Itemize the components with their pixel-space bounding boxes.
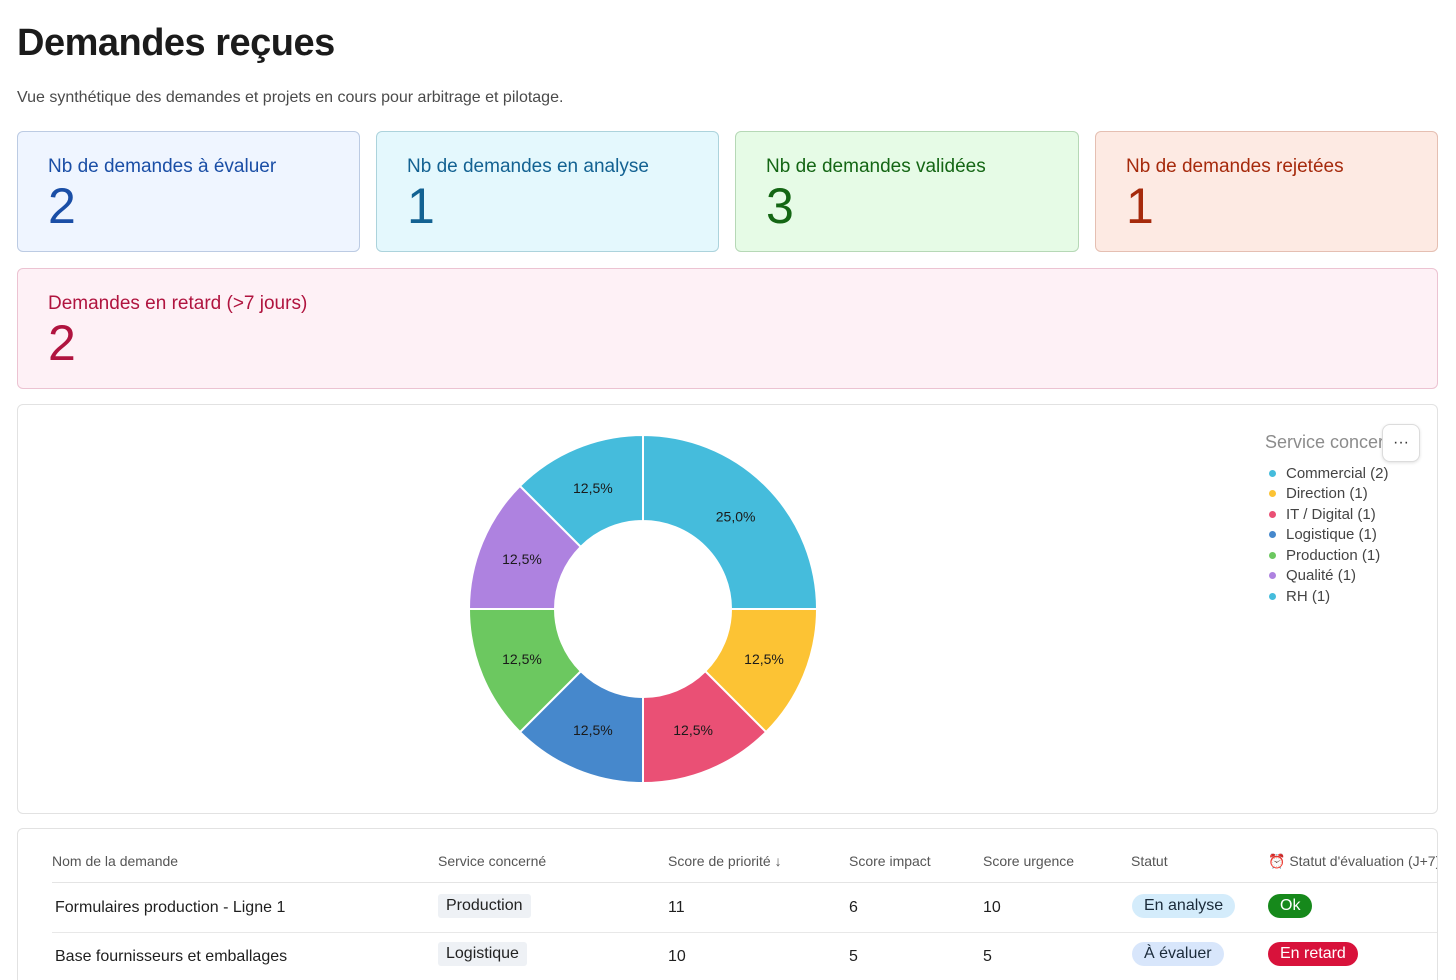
eval-status-badge: Ok: [1268, 894, 1313, 918]
cell-service-tag: Logistique: [438, 942, 527, 966]
column-header-service[interactable]: Service concerné: [438, 853, 547, 869]
legend-item[interactable]: Direction (1): [1269, 484, 1389, 505]
kpi-value: 2: [48, 315, 76, 371]
service-donut-chart-card: 25,0% 12,5% 12,5% 12,5% 12,5% 12,5% 12,5% Serv…: [17, 404, 1438, 814]
legend-dot-icon: [1269, 510, 1276, 518]
kpi-label: Demandes en retard (>7 jours): [48, 293, 308, 314]
kpi-label: Nb de demandes à évaluer: [48, 156, 277, 177]
legend-title: Service concerné: [1265, 432, 1383, 452]
legend-label: Logistique (1): [1286, 526, 1377, 544]
chart-legend: Commercial (2) Direction (1) IT / Digital …: [1269, 463, 1389, 607]
legend-dot-icon: [1269, 490, 1276, 498]
column-header-impact[interactable]: Score impact: [849, 853, 931, 869]
kpi-label: Nb de demandes validées: [766, 156, 986, 177]
legend-item[interactable]: Logistique (1): [1269, 525, 1389, 546]
legend-dot-icon: [1269, 531, 1276, 539]
legend-dot-icon: [1269, 592, 1276, 600]
slice-percent-label: 12,5%: [673, 722, 713, 738]
column-header-statut-evaluation[interactable]: ⏰ Statut d'évaluation (J+7): [1268, 853, 1438, 869]
kpi-card-a-evaluer: Nb de demandes à évaluer 2: [17, 131, 360, 252]
donut-slice-rh[interactable]: [518, 433, 644, 549]
row-divider: [52, 932, 1437, 933]
cell-service-tag: Production: [438, 894, 531, 918]
legend-item[interactable]: IT / Digital (1): [1269, 504, 1389, 525]
kpi-label: Nb de demandes en analyse: [407, 156, 649, 177]
donut-chart: 25,0% 12,5% 12,5% 12,5% 12,5% 12,5% 12,5%: [467, 433, 819, 785]
slice-percent-label: 12,5%: [502, 651, 542, 667]
demandes-table: Nom de la demande Service concerné Score…: [17, 828, 1438, 980]
status-badge: En analyse: [1132, 894, 1236, 918]
page-title: Demandes reçues: [17, 22, 335, 64]
cell-nom: Formulaires production - Ligne 1: [55, 899, 286, 916]
kpi-value: 1: [1126, 178, 1154, 234]
column-header-priorite[interactable]: Score de priorité ↓: [668, 853, 782, 869]
kpi-card-validees: Nb de demandes validées 3: [735, 131, 1079, 252]
slice-percent-label: 25,0%: [716, 508, 756, 524]
kpi-value: 2: [48, 178, 76, 234]
slice-percent-label: 12,5%: [573, 480, 613, 496]
legend-label: Commercial (2): [1286, 464, 1389, 482]
legend-item[interactable]: Qualité (1): [1269, 566, 1389, 587]
legend-dot-icon: [1269, 469, 1276, 477]
more-options-button[interactable]: ···: [1382, 424, 1420, 462]
column-header-statut[interactable]: Statut: [1131, 853, 1168, 869]
legend-label: Production (1): [1286, 546, 1381, 564]
kpi-value: 3: [766, 178, 794, 234]
legend-label: Direction (1): [1286, 485, 1368, 503]
slice-percent-label: 12,5%: [744, 651, 784, 667]
cell-urgence: 10: [983, 899, 1001, 916]
cell-impact: 6: [849, 899, 858, 916]
page-subtitle: Vue synthétique des demandes et projets …: [17, 89, 564, 106]
donut-slice-commercial[interactable]: [642, 433, 819, 610]
cell-priorite: 10: [668, 948, 686, 965]
legend-label: Qualité (1): [1286, 567, 1357, 585]
legend-dot-icon: [1269, 551, 1276, 559]
kpi-label: Nb de demandes rejetées: [1126, 156, 1344, 177]
legend-dot-icon: [1269, 572, 1276, 580]
cell-nom: Base fournisseurs et emballages: [55, 948, 288, 965]
column-header-nom[interactable]: Nom de la demande: [52, 853, 179, 869]
kpi-card-en-analyse: Nb de demandes en analyse 1: [376, 131, 719, 252]
status-badge: À évaluer: [1132, 942, 1224, 966]
cell-impact: 5: [849, 948, 858, 965]
kpi-card-rejetees: Nb de demandes rejetées 1: [1095, 131, 1438, 252]
cell-urgence: 5: [983, 948, 992, 965]
legend-item[interactable]: Commercial (2): [1269, 463, 1389, 484]
legend-item[interactable]: RH (1): [1269, 586, 1389, 607]
header-divider: [52, 882, 1437, 883]
slice-percent-label: 12,5%: [573, 722, 613, 738]
kpi-value: 1: [407, 178, 435, 234]
cell-priorite: 11: [668, 899, 685, 916]
column-header-urgence[interactable]: Score urgence: [983, 853, 1075, 869]
legend-label: IT / Digital (1): [1286, 505, 1376, 523]
eval-status-badge: En retard: [1268, 942, 1358, 966]
legend-label: RH (1): [1286, 587, 1331, 605]
slice-percent-label: 12,5%: [502, 551, 542, 567]
kpi-card-en-retard: Demandes en retard (>7 jours) 2: [17, 268, 1438, 389]
legend-item[interactable]: Production (1): [1269, 545, 1389, 566]
